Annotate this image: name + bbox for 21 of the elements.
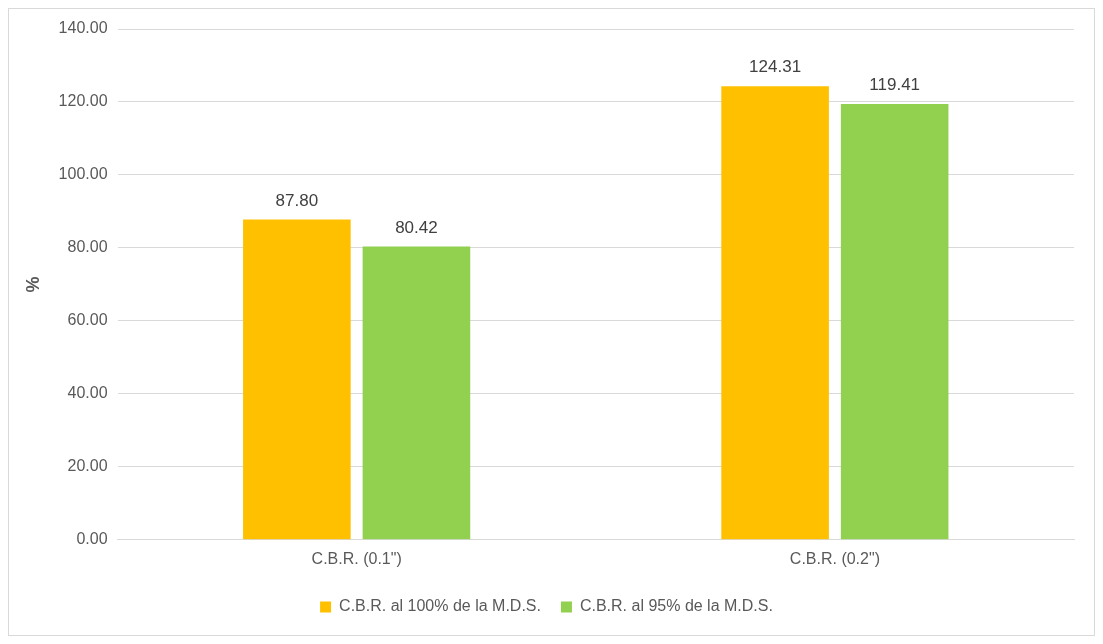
y-tick-label: 140.00 <box>58 19 108 37</box>
legend-label: C.B.R. al 95% de la M.D.S. <box>579 597 773 615</box>
bar <box>840 104 949 540</box>
y-axis-title: % <box>22 276 43 293</box>
y-tick-label: 100.00 <box>58 165 108 183</box>
bar <box>362 246 471 540</box>
data-label: 80.42 <box>395 217 438 237</box>
bar <box>721 86 829 540</box>
y-tick-label: 40.00 <box>67 384 108 402</box>
legend-label: C.B.R. al 100% de la M.D.S. <box>339 597 541 615</box>
y-tick-label: 120.00 <box>58 92 108 110</box>
y-tick-label: 20.00 <box>67 457 108 475</box>
y-tick-label: 0.00 <box>76 530 108 548</box>
x-tick-label: C.B.R. (0.1") <box>311 549 402 567</box>
bar <box>243 219 351 540</box>
data-label: 124.31 <box>749 57 802 77</box>
y-tick-label: 80.00 <box>67 238 108 256</box>
x-tick-label: C.B.R. (0.2") <box>789 549 880 567</box>
data-label: 119.41 <box>869 75 921 95</box>
data-label: 87.80 <box>275 190 319 210</box>
y-tick-label: 60.00 <box>67 311 108 329</box>
